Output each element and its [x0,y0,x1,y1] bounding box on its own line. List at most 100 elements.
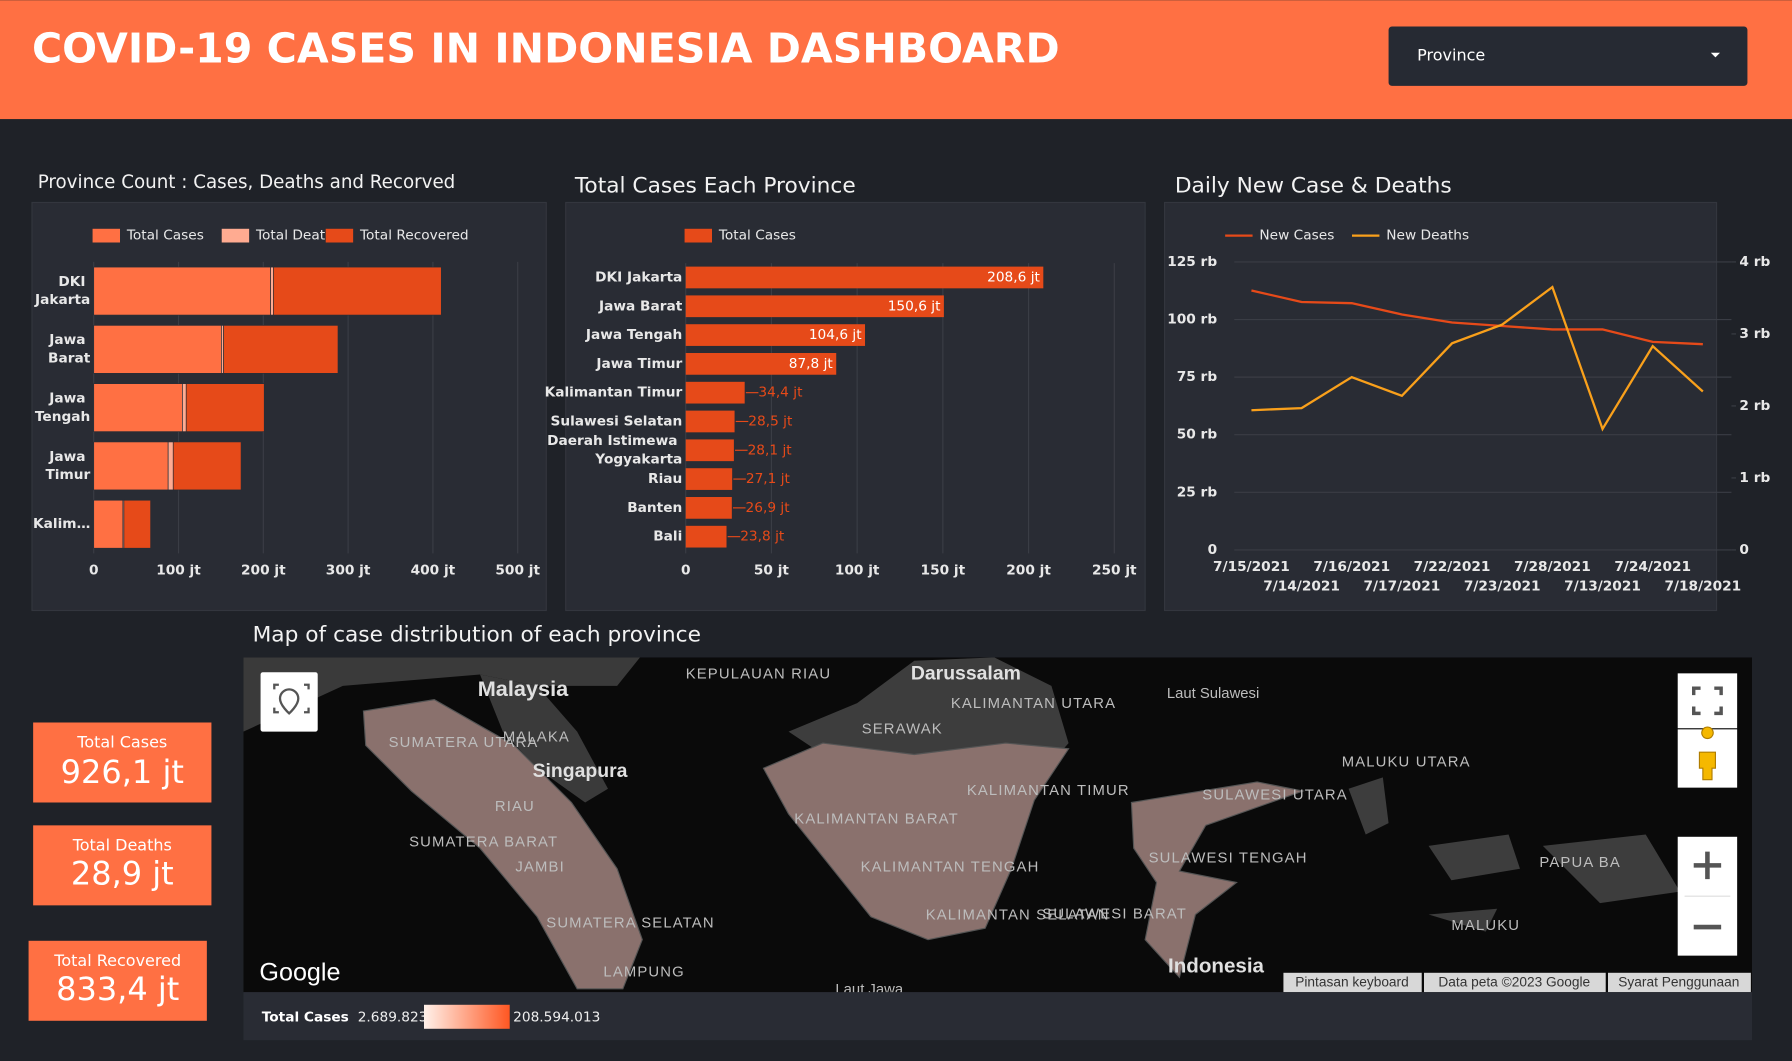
map-label: KALIMANTAN SELATAN [926,908,1110,924]
value-label: 23,8 jt [740,529,785,545]
map-attribution[interactable]: Syarat Penggunaan [1618,975,1739,990]
legend-label: Total Cases [126,228,204,244]
scorecard [28,940,207,1021]
x-tick-label: 100 jt [835,563,880,579]
bar [93,441,169,491]
y-tick-label: Jawa Barat [48,332,91,366]
scorecard-value: 28,9 jt [71,855,174,893]
legend-min: 2.689.823 [358,1009,428,1025]
legend-label: New Cases [1259,228,1334,244]
value-label: 208,6 jt [987,269,1040,285]
map[interactable]: Malaysia Singapura KEPULAUAN RIAU Daruss… [243,657,1752,997]
y-tick-label: DKI Jakarta [34,274,90,308]
bar [182,383,187,432]
land [243,657,640,732]
x-tick-label: 7/22/2021 [1414,559,1491,575]
map-label: SUMATERA SELATAN [546,916,714,932]
x-tick-label: 200 jt [1006,563,1051,579]
map-label: MALAKA [503,729,570,745]
map-label: KALIMANTAN TIMUR [967,783,1130,799]
legend-swatch [325,228,354,243]
dropdown-caret[interactable] [1710,52,1720,58]
y-tick-label: Riau [648,471,682,487]
bar [685,295,944,318]
map-label: KALIMANTAN BARAT [794,812,959,828]
map-label: Malaysia [478,676,569,701]
scorecard [33,825,212,906]
x-tick-label: 400 jt [411,563,456,579]
map-brand: Google [259,959,340,987]
y-tick-label: Jawa Barat [598,298,683,314]
legend-swatch [684,228,712,243]
fullscreen-button[interactable] [1677,673,1738,729]
scorecard-label: Total Deaths [72,835,172,854]
locate-icon[interactable] [273,683,310,715]
line-series [1251,289,1703,346]
bar [93,266,271,316]
map-label: Darussalam [911,663,1021,685]
x-tick-label: 7/18/2021 [1664,579,1741,595]
bar [172,441,242,491]
scorecard-value: 833,4 jt [56,970,179,1008]
province-dropdown[interactable] [1388,26,1748,86]
legend-max: 208.594.013 [513,1009,600,1025]
chart-title: Total Cases Each Province [574,174,856,199]
bar [167,441,174,491]
map-label: SULAWESI BARAT [1042,906,1187,922]
value-label: 28,1 jt [748,442,793,458]
bar [93,499,124,549]
map-label: Laut Sulawesi [1167,686,1259,702]
sumatra [362,699,643,990]
map-label: JAMBI [515,860,564,876]
fullscreen-icon[interactable] [1692,686,1723,716]
bar [273,266,442,316]
map-label: SERAWAK [862,721,943,737]
bar [685,324,866,346]
header-title: COVID-19 CASES IN INDONESIA DASHBOARD [32,25,1060,73]
dropdown-label: Province [1417,46,1485,65]
map-attribution-box[interactable] [1283,972,1422,993]
bar [685,468,733,490]
x-tick-label: 300 jt [326,563,371,579]
map-label: MALUKU [1451,918,1520,934]
x-tick-label: 100 jt [156,563,201,579]
x-tick-label: 7/28/2021 [1514,559,1591,575]
bar [685,525,727,548]
map-attribution[interactable]: Pintasan keyboard [1295,975,1409,990]
map-label: KALIMANTAN TENGAH [861,860,1040,876]
y-tick-label: Jawa Timur [45,449,90,483]
y-tick-label: Sulawesi Selatan [550,413,682,429]
y2-tick-label: 2 rb [1739,398,1770,414]
sulawesi [1130,781,1306,979]
map-label: RIAU [495,799,535,815]
bar [93,383,183,432]
pegman-icon[interactable] [1698,726,1716,781]
x-tick-label: 250 jt [1092,563,1137,579]
y2-tick-label: 4 rb [1739,254,1770,270]
map-label: Laut Jawa [835,982,903,998]
map-label: LAMPUNG [603,965,684,981]
locate-button[interactable] [260,672,318,732]
x-tick-label: 500 jt [495,563,540,579]
y-tick-label: Bali [653,529,682,545]
bar [223,325,339,374]
map-attribution-box[interactable] [1608,972,1751,993]
scorecard [33,722,212,803]
map-attribution: Data peta ©2023 Google [1438,975,1590,990]
y2-tick-label: 0 [1739,542,1749,558]
x-tick-label: 50 jt [754,563,790,579]
legend-gradient [424,1004,510,1029]
chart-title: Province Count : Cases, Deaths and Recor… [38,172,456,193]
panel [565,201,1146,612]
scorecard-label: Total Cases [76,733,167,752]
land [480,674,608,803]
map-label: SUMATERA BARAT [409,834,558,850]
legend-swatch [221,228,250,243]
y-tick-label: 100 rb [1167,312,1217,328]
zoom-icons[interactable] [1693,851,1722,930]
scorecard-value: 926,1 jt [61,753,184,791]
y2-tick-label: 1 rb [1739,470,1770,486]
y2-tick-label: 3 rb [1739,326,1770,342]
